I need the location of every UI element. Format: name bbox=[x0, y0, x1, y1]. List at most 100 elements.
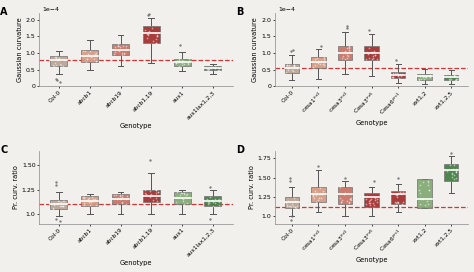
Point bbox=[111, 45, 119, 49]
Y-axis label: Pr. curv. ratio: Pr. curv. ratio bbox=[248, 165, 255, 209]
Point bbox=[173, 195, 181, 199]
Point bbox=[51, 60, 58, 65]
Bar bbox=[112, 194, 129, 204]
Point bbox=[55, 57, 63, 61]
Point bbox=[310, 193, 317, 197]
Point bbox=[215, 197, 223, 202]
Point bbox=[54, 58, 62, 63]
Point bbox=[318, 196, 325, 200]
Point bbox=[51, 54, 59, 59]
Point bbox=[390, 75, 397, 79]
Point bbox=[416, 183, 424, 187]
Bar bbox=[364, 193, 379, 207]
Point bbox=[367, 197, 375, 201]
Point bbox=[291, 205, 299, 209]
Point bbox=[319, 61, 327, 66]
Point bbox=[311, 57, 319, 61]
Point bbox=[55, 57, 62, 61]
Point bbox=[425, 188, 433, 192]
Point bbox=[289, 67, 296, 72]
Point bbox=[293, 204, 301, 209]
Point bbox=[50, 64, 58, 68]
Y-axis label: Pr. curv. ratio: Pr. curv. ratio bbox=[13, 165, 19, 209]
Point bbox=[290, 63, 297, 67]
Point bbox=[118, 195, 126, 200]
Point bbox=[87, 49, 94, 53]
Point bbox=[146, 193, 154, 198]
Point bbox=[89, 197, 97, 201]
Point bbox=[420, 77, 428, 82]
Point bbox=[396, 190, 404, 194]
Point bbox=[311, 188, 319, 193]
Bar bbox=[444, 164, 458, 181]
Point bbox=[367, 50, 374, 55]
Point bbox=[183, 192, 191, 196]
Point bbox=[424, 179, 431, 183]
Point bbox=[209, 65, 217, 69]
Point bbox=[338, 198, 346, 202]
Point bbox=[450, 163, 457, 168]
Point bbox=[152, 30, 159, 35]
Point bbox=[318, 44, 325, 49]
Point bbox=[59, 204, 66, 209]
Point bbox=[393, 70, 401, 75]
Point bbox=[397, 72, 404, 76]
Point bbox=[288, 202, 296, 206]
Point bbox=[446, 78, 454, 82]
Bar bbox=[173, 193, 191, 204]
Point bbox=[419, 75, 427, 79]
Point bbox=[282, 70, 290, 74]
Point bbox=[80, 49, 87, 54]
Point bbox=[365, 28, 373, 32]
Point bbox=[141, 191, 148, 196]
Point bbox=[370, 179, 377, 184]
Point bbox=[313, 56, 320, 60]
Point bbox=[116, 194, 124, 198]
Point bbox=[152, 41, 159, 45]
Point bbox=[371, 196, 378, 200]
Point bbox=[394, 200, 402, 204]
Point bbox=[114, 202, 121, 206]
Point bbox=[339, 54, 347, 58]
Point bbox=[283, 204, 291, 208]
Point bbox=[80, 200, 87, 205]
Point bbox=[87, 200, 95, 205]
Point bbox=[453, 76, 461, 81]
Point bbox=[372, 197, 379, 202]
Point bbox=[447, 77, 455, 82]
Point bbox=[416, 190, 424, 195]
Point bbox=[450, 173, 457, 177]
Point bbox=[207, 65, 214, 69]
Point bbox=[118, 201, 126, 206]
Bar bbox=[112, 44, 129, 55]
Point bbox=[288, 214, 295, 218]
Point bbox=[52, 77, 60, 81]
Point bbox=[81, 196, 88, 200]
Point bbox=[215, 66, 223, 70]
Point bbox=[52, 180, 60, 184]
Point bbox=[285, 65, 292, 69]
Point bbox=[122, 202, 130, 206]
Point bbox=[177, 191, 184, 195]
Bar bbox=[284, 64, 299, 73]
Point bbox=[319, 189, 327, 193]
Point bbox=[111, 50, 119, 54]
Point bbox=[363, 202, 370, 206]
Point bbox=[419, 180, 427, 184]
Point bbox=[346, 48, 353, 52]
Point bbox=[443, 169, 451, 173]
Point bbox=[318, 192, 326, 196]
Point bbox=[83, 199, 91, 203]
Point bbox=[347, 198, 355, 202]
Point bbox=[396, 76, 403, 80]
Point bbox=[453, 170, 460, 175]
Point bbox=[447, 151, 455, 155]
Point bbox=[148, 26, 155, 30]
Bar bbox=[173, 59, 191, 66]
Point bbox=[152, 188, 160, 192]
Point bbox=[123, 193, 130, 198]
Point bbox=[290, 48, 297, 52]
Point bbox=[154, 190, 162, 194]
Point bbox=[55, 199, 63, 203]
Point bbox=[205, 199, 213, 203]
